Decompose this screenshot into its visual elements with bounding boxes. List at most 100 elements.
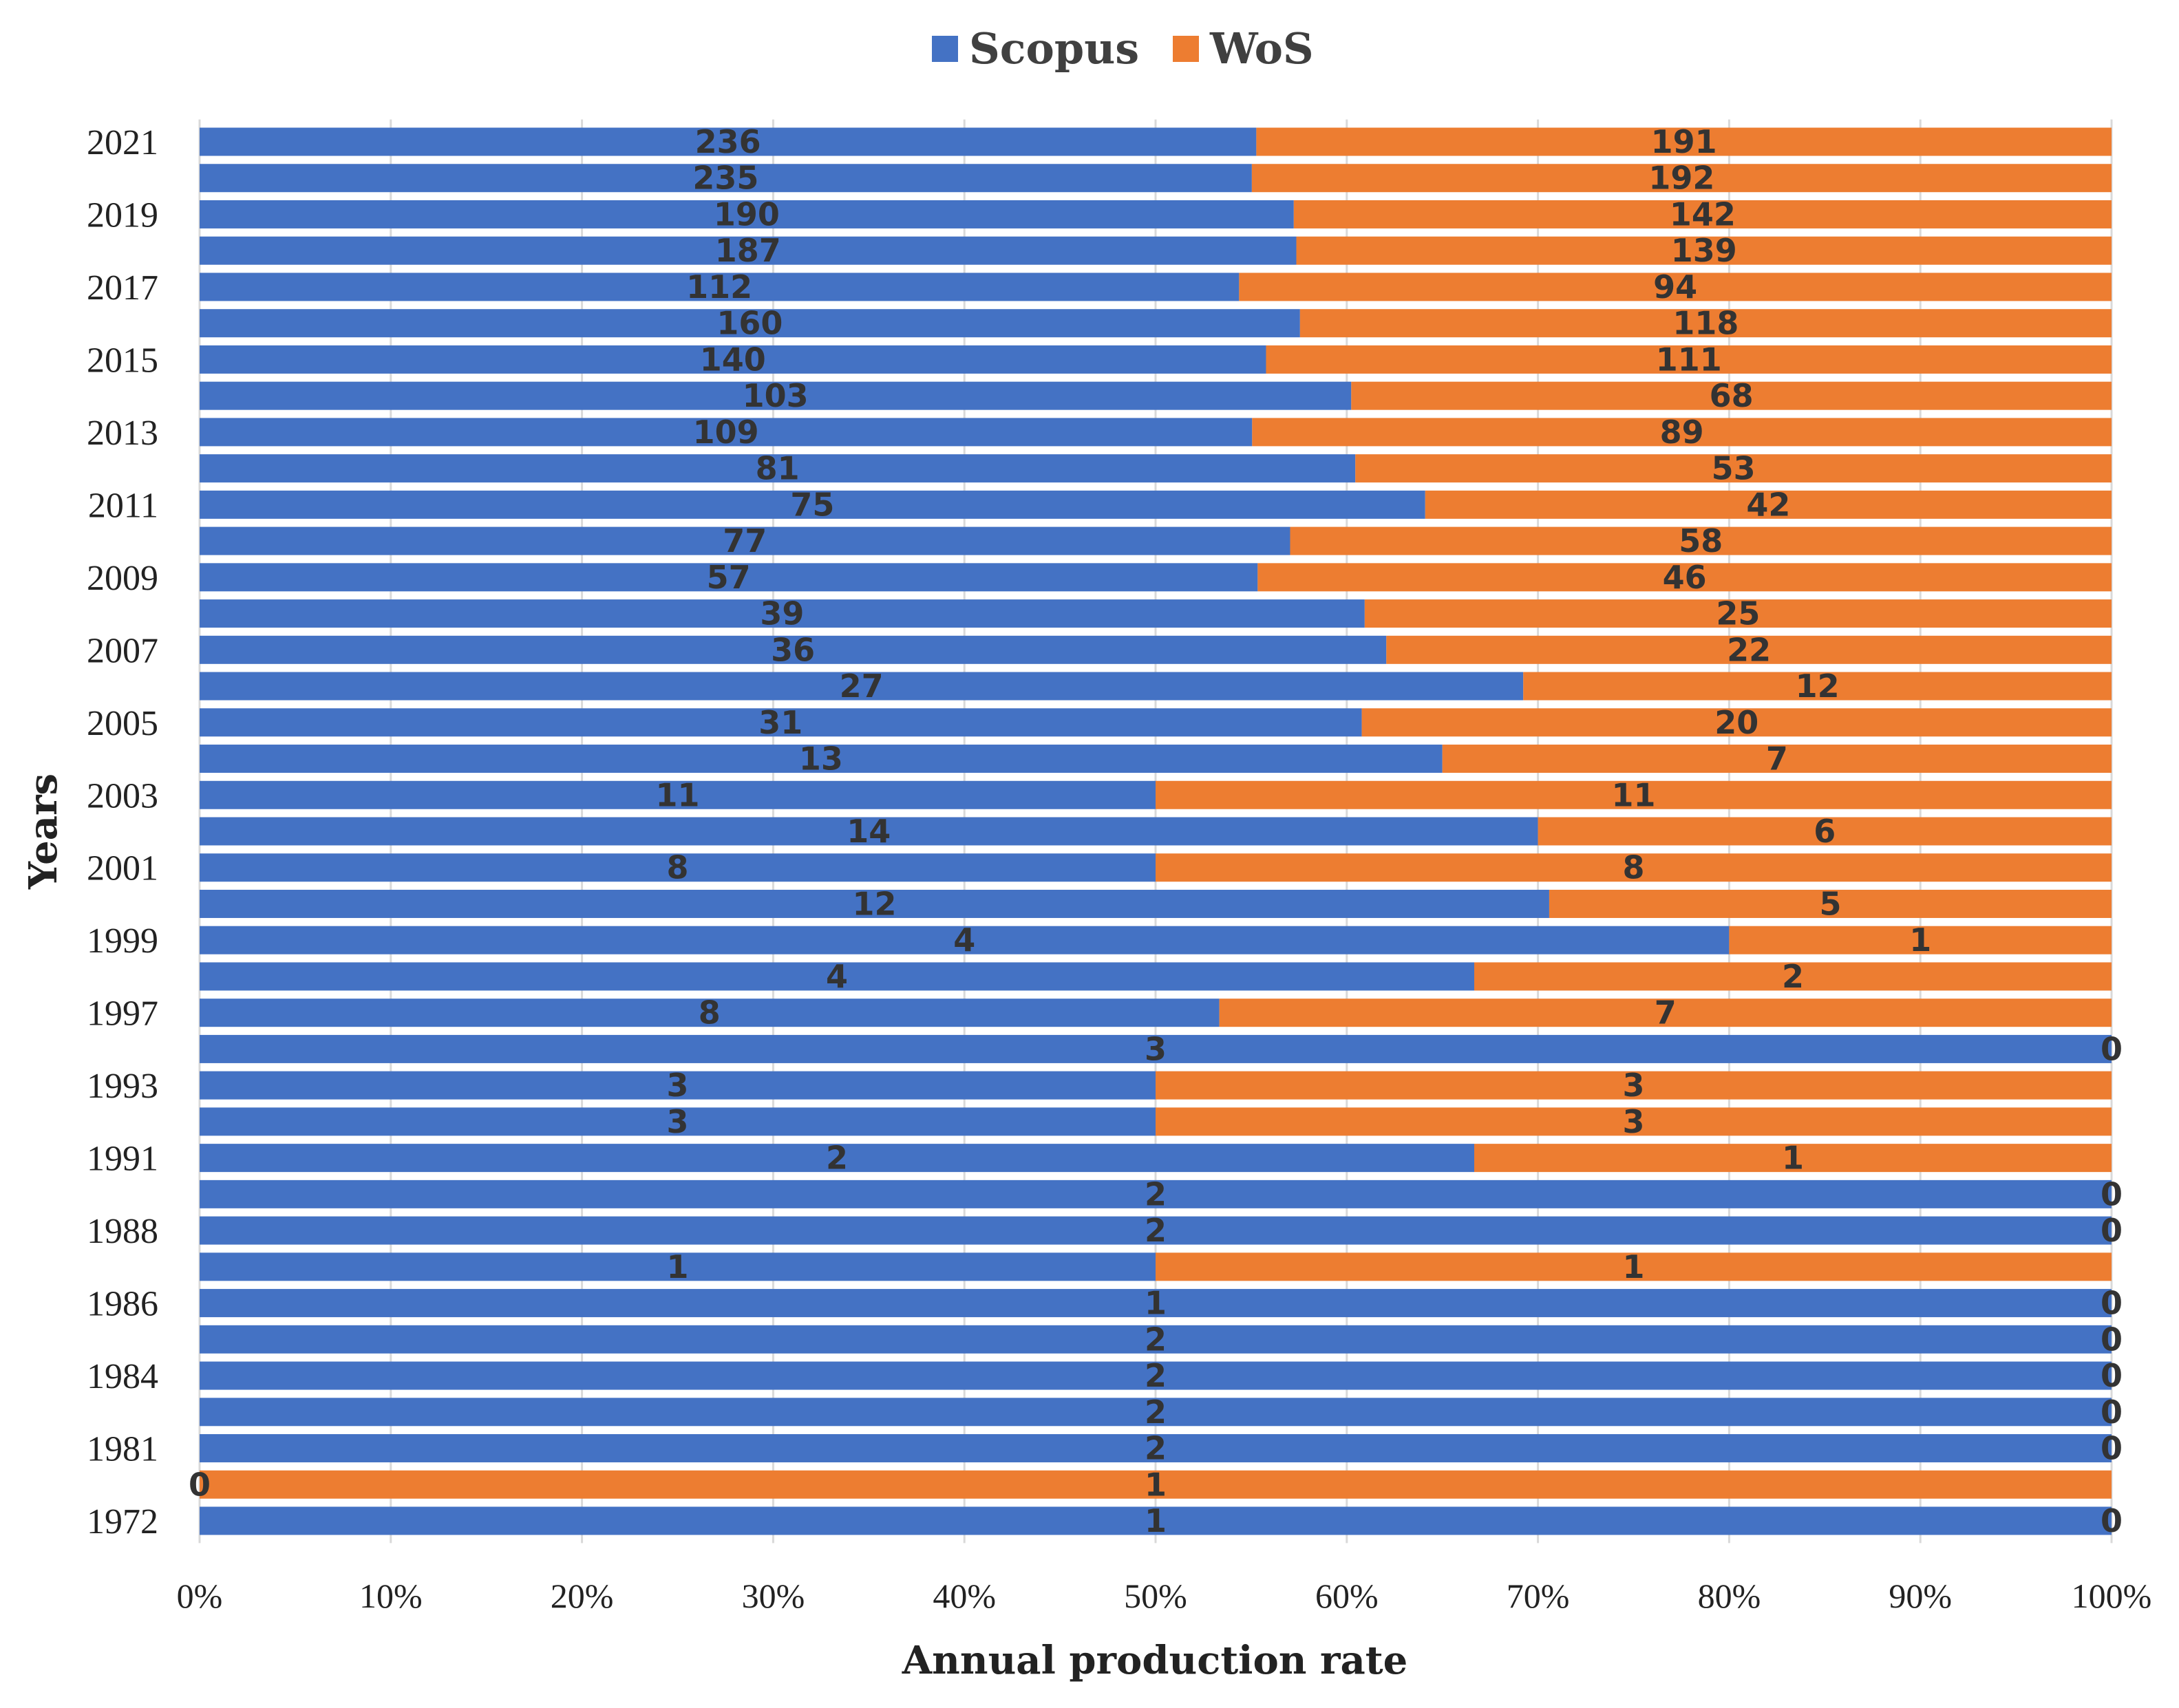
data-label-scopus-2006: 27 [840,668,884,705]
x-axis-title: Annual production rate [902,1638,1408,1683]
data-label-wos-1991: 1 [1782,1140,1804,1177]
data-label-wos-2021: 191 [1651,123,1717,160]
data-label-scopus-2012: 81 [756,450,800,487]
x-tick-label: 80% [1698,1577,1761,1615]
bar-scopus-1988 [200,1216,2112,1245]
data-label-scopus-1985: 2 [1145,1321,1167,1358]
bar-wos-2002 [1538,817,2112,846]
data-label-scopus-1992: 3 [666,1103,688,1140]
data-label-scopus-2000: 12 [852,885,896,922]
x-tick-label: 70% [1507,1577,1570,1615]
bar-scopus-1993 [200,1071,1156,1100]
bar-wos-2006 [1523,672,2112,701]
bar-wos-2012 [1355,454,2112,483]
bar-wos-1998 [1474,962,2112,991]
bar-scopus-2005 [200,708,1362,737]
y-tick-label: 2015 [87,341,158,380]
data-label-scopus-1999: 4 [953,921,975,959]
data-label-scopus-2011: 75 [790,486,834,523]
y-tick-label: 1981 [87,1430,158,1469]
bar-wos-2010 [1290,526,2112,555]
legend-label-wos: WoS [1209,23,1314,74]
data-label-wos-2003: 11 [1611,776,1655,813]
data-label-scopus-1991: 2 [826,1140,848,1177]
data-label-scopus-1980: 0 [189,1466,211,1503]
bar-scopus-1999 [200,926,1730,954]
bar-scopus-1996 [200,1034,2112,1063]
bar-wos-2019 [1293,200,2112,228]
bar-wos-1993 [1156,1071,2112,1100]
legend: Scopus WoS [932,23,1314,74]
legend-swatch-wos [1173,36,1199,62]
y-tick-label: 1999 [87,921,158,961]
data-label-wos-2007: 22 [1727,631,1771,668]
bar-wos-2011 [1425,490,2112,519]
bar-scopus-2004 [200,745,1443,773]
data-label-scopus-2004: 13 [799,740,843,778]
data-label-wos-1998: 2 [1782,958,1804,995]
data-label-scopus-2010: 77 [723,522,767,559]
data-label-wos-1992: 3 [1622,1103,1644,1140]
data-label-wos-2020: 192 [1648,160,1714,197]
bar-wos-2020 [1251,164,2112,193]
y-tick-label: 1986 [87,1285,158,1324]
y-tick-label: 2013 [87,414,158,453]
data-label-scopus-1993: 3 [666,1067,688,1104]
bar-wos-2018 [1296,236,2112,265]
data-label-scopus-1986: 1 [1145,1285,1167,1322]
data-label-scopus-2015: 140 [700,341,766,378]
legend-swatch-scopus [932,36,958,62]
legend-label-scopus: Scopus [969,23,1139,74]
bar-scopus-2009 [200,563,1258,592]
bar-wos-2001 [1156,853,2112,882]
data-label-wos-1980: 1 [1145,1466,1167,1503]
bar-wos-2013 [1252,418,2112,447]
x-tick-label: 30% [742,1577,805,1615]
x-tick-label: 90% [1889,1577,1952,1615]
y-tick-label: 1991 [87,1140,158,1179]
y-tick-label: 2021 [87,123,158,162]
data-label-scopus-1998: 4 [826,958,848,995]
bar-wos-1999 [1729,926,2112,954]
y-tick-label: 1997 [87,994,158,1034]
bar-scopus-1990 [200,1179,2112,1208]
y-axis-title: Years [21,773,66,890]
bar-scopus-2017 [200,273,1240,301]
data-label-wos-2001: 8 [1622,849,1644,886]
data-label-wos-1999: 1 [1909,921,1931,959]
data-label-scopus-1981: 2 [1145,1430,1167,1467]
bar-scopus-1987 [200,1252,1156,1281]
data-label-wos-1981: 0 [2101,1430,2123,1467]
data-label-wos-1993: 3 [1622,1067,1644,1104]
data-label-wos-1985: 0 [2101,1321,2123,1358]
y-tick-label: 1984 [87,1357,158,1396]
y-axis-tick-labels: 2021 2019 2017 2015 2013 2011 2009 2007 2005 2003… [87,123,158,1541]
y-tick-label: 2009 [87,559,158,598]
bar-scopus-1972 [200,1506,2112,1535]
data-label-wos-2017: 94 [1653,268,1697,306]
data-label-wos-2013: 89 [1660,414,1704,451]
data-label-scopus-2021: 236 [695,123,761,160]
data-label-wos-2010: 58 [1679,522,1723,559]
data-label-scopus-2007: 36 [771,631,815,668]
bar-wos-2017 [1239,273,2112,301]
bar-scopus-2002 [200,817,1538,846]
data-label-wos-1988: 0 [2101,1212,2123,1249]
bar-wos-2004 [1442,745,2112,773]
bar-scopus-1991 [200,1144,1474,1173]
data-label-wos-1986: 0 [2101,1285,2123,1322]
data-label-wos-2004: 7 [1766,740,1788,778]
data-label-wos-1972: 0 [2101,1502,2123,1539]
data-label-scopus-1984: 2 [1145,1357,1167,1394]
bar-scopus-2015 [200,345,1266,374]
bar-wos-2014 [1351,381,2112,410]
bar-wos-2007 [1386,635,2112,664]
bar-wos-2000 [1549,889,2112,918]
x-axis-tick-labels: 0% 10% 20% 30% 40% 50% 60% 70% 80% 90% 100% [177,1577,2152,1615]
data-label-scopus-1983: 2 [1145,1394,1167,1431]
bar-wos-2003 [1156,780,2112,809]
bar-scopus-1981 [200,1434,2112,1463]
